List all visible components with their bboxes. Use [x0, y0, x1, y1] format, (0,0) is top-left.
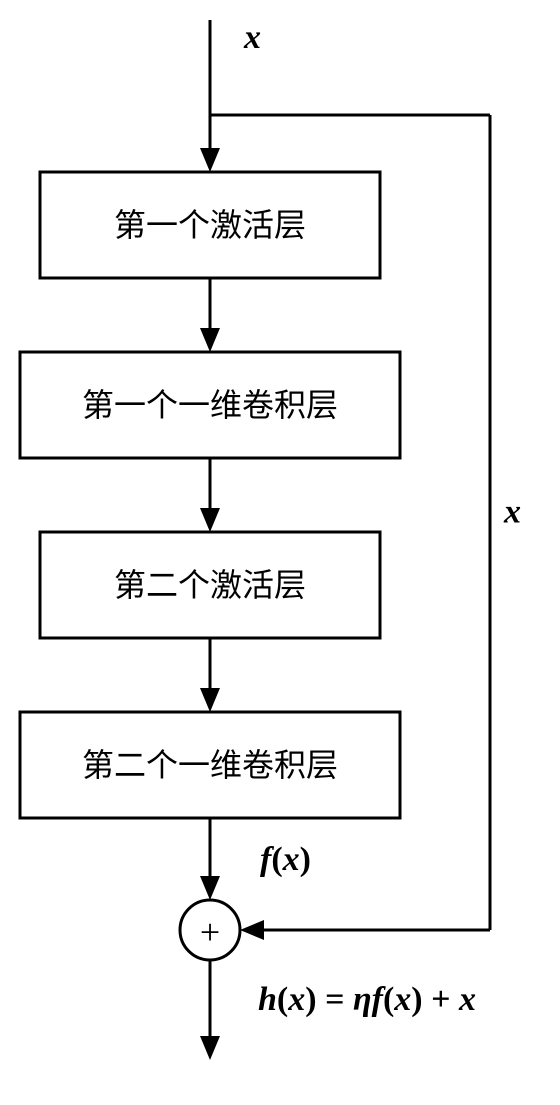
input-label: x — [243, 19, 261, 56]
node-n3-label: 第二个激活层 — [114, 567, 306, 603]
node-n2-label: 第一个一维卷积层 — [82, 387, 338, 423]
fx-label: f(x) — [260, 841, 311, 878]
diagram-root: 第一个激活层第一个一维卷积层第二个激活层第二个一维卷积层 + x x f(x) h(x) … — [0, 0, 560, 1105]
node-n4-label: 第二个一维卷积层 — [82, 747, 338, 783]
sum-node-label: + — [200, 912, 220, 952]
skip-label: x — [503, 494, 521, 531]
hx-label: h(x) = ηf(x) + x — [258, 981, 476, 1018]
node-n1-label: 第一个激活层 — [114, 207, 306, 243]
